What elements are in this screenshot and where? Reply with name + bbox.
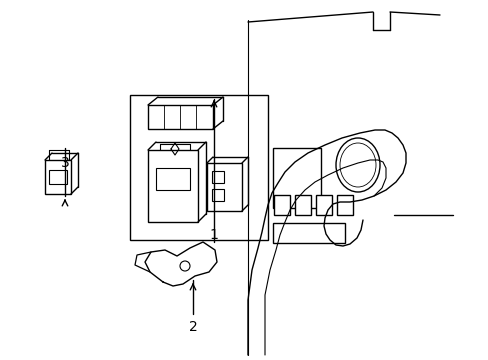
Bar (212, 189, 224, 201)
Bar (130, 95, 267, 240)
Bar (273, 195, 289, 215)
Text: 1: 1 (209, 228, 218, 242)
Text: 3: 3 (61, 156, 69, 170)
Bar (294, 195, 310, 215)
Text: 2: 2 (188, 320, 197, 334)
Ellipse shape (335, 138, 379, 192)
Bar (156, 168, 190, 190)
Bar (45, 160, 71, 194)
Bar (272, 148, 320, 208)
Bar (315, 195, 331, 215)
Bar (49, 170, 67, 184)
Bar (212, 171, 224, 183)
Bar (336, 195, 352, 215)
Bar (272, 223, 345, 243)
Circle shape (180, 261, 190, 271)
Bar (148, 150, 198, 222)
Bar (206, 163, 242, 211)
Bar (148, 105, 213, 129)
Ellipse shape (339, 143, 375, 187)
